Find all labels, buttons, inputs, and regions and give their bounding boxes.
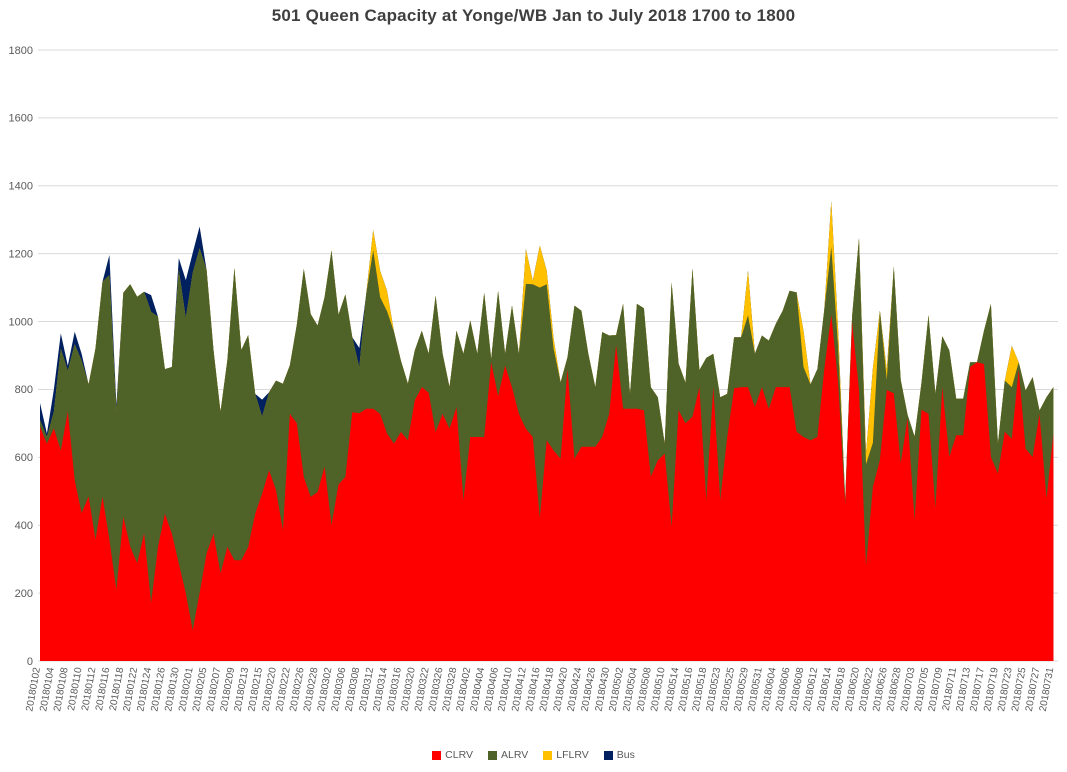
y-tick-label: 600 [15,452,33,464]
y-tick-label: 1800 [9,45,33,57]
legend-swatch-lflrv [543,750,553,760]
legend-item-clrv: CLRV [432,749,473,761]
plot-area: 0 200 400 600 800 1000 1200 1400 1600 1800 2018010… [9,45,1058,712]
y-tick-label: 1600 [9,113,33,125]
y-tick-label: 200 [15,588,33,600]
y-axis-labels: 0 200 400 600 800 1000 1200 1400 1600 1800 [9,45,33,668]
stacked-areas [40,201,1054,661]
legend-label: Bus [616,749,635,761]
series-clrv-area [40,314,1054,661]
y-tick-label: 800 [15,384,33,396]
legend-label: ALRV [500,749,529,761]
chart-title: 501 Queen Capacity at Yonge/WB Jan to Ju… [271,6,796,25]
legend-swatch-bus [603,750,613,760]
legend-item-lflrv: LFLRV [543,749,589,761]
legend-label: LFLRV [556,749,589,761]
legend-label: CLRV [445,749,473,761]
legend-item-bus: Bus [603,749,635,761]
y-tick-label: 1000 [9,316,33,328]
legend-swatch-alrv [487,750,497,760]
legend: CLRV ALRV LFLRV Bus [0,746,1067,764]
y-tick-label: 0 [27,656,33,668]
legend-item-alrv: ALRV [487,749,529,761]
x-axis-labels: 2018010220180104201801082018011020180112… [24,666,1056,712]
legend-swatch-clrv [432,750,442,760]
y-tick-label: 400 [15,520,33,532]
y-tick-label: 1200 [9,248,33,260]
y-tick-label: 1400 [9,181,33,193]
